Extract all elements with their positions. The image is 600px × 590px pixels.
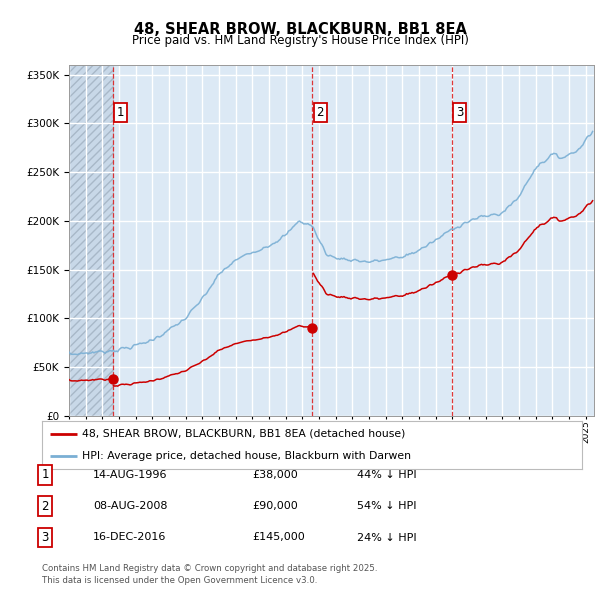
Text: 3: 3 xyxy=(456,106,463,119)
Text: 16-DEC-2016: 16-DEC-2016 xyxy=(93,533,166,542)
Text: £90,000: £90,000 xyxy=(252,502,298,511)
Text: 3: 3 xyxy=(41,531,49,544)
Text: HPI: Average price, detached house, Blackburn with Darwen: HPI: Average price, detached house, Blac… xyxy=(83,451,412,461)
Text: 1: 1 xyxy=(41,468,49,481)
Text: 2: 2 xyxy=(41,500,49,513)
Text: 54% ↓ HPI: 54% ↓ HPI xyxy=(357,502,416,511)
Text: Price paid vs. HM Land Registry's House Price Index (HPI): Price paid vs. HM Land Registry's House … xyxy=(131,34,469,47)
Text: £145,000: £145,000 xyxy=(252,533,305,542)
Text: 44% ↓ HPI: 44% ↓ HPI xyxy=(357,470,416,480)
Text: 1: 1 xyxy=(117,106,124,119)
Text: £38,000: £38,000 xyxy=(252,470,298,480)
Text: 48, SHEAR BROW, BLACKBURN, BB1 8EA (detached house): 48, SHEAR BROW, BLACKBURN, BB1 8EA (deta… xyxy=(83,429,406,439)
Text: 48, SHEAR BROW, BLACKBURN, BB1 8EA: 48, SHEAR BROW, BLACKBURN, BB1 8EA xyxy=(134,22,466,37)
Text: 2: 2 xyxy=(317,106,324,119)
Text: 08-AUG-2008: 08-AUG-2008 xyxy=(93,502,167,511)
Text: 14-AUG-1996: 14-AUG-1996 xyxy=(93,470,167,480)
Bar xyxy=(69,65,113,416)
Text: Contains HM Land Registry data © Crown copyright and database right 2025.
This d: Contains HM Land Registry data © Crown c… xyxy=(42,565,377,585)
Text: 24% ↓ HPI: 24% ↓ HPI xyxy=(357,533,416,542)
